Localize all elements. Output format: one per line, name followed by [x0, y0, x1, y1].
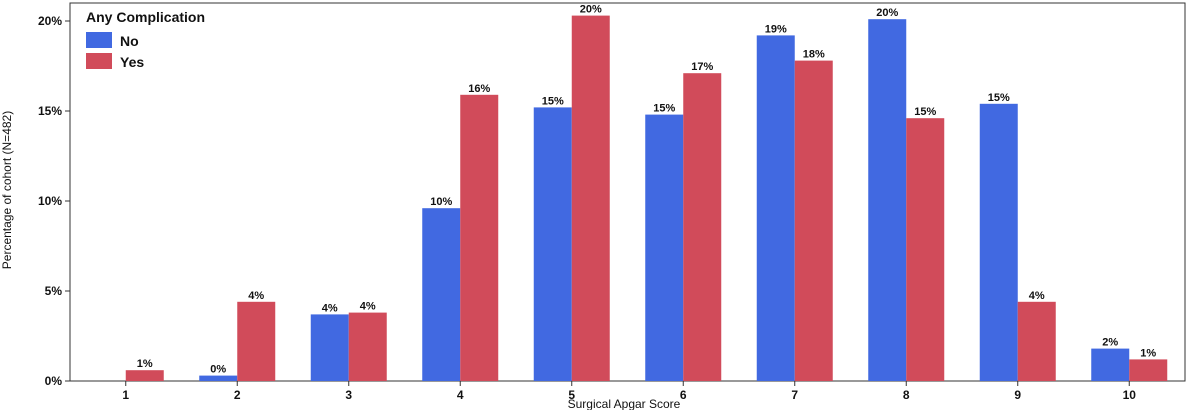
bar-yes-1	[125, 370, 164, 381]
plot-border	[69, 2, 1186, 382]
bar-yes-2	[237, 301, 276, 381]
y-tick-label: 10%	[38, 194, 62, 208]
data-label-no-5: 15%	[542, 95, 564, 107]
legend-label-no: No	[120, 33, 139, 49]
x-tick-label: 4	[457, 388, 464, 402]
y-axis: 0% 5% 10% 15% 20%	[38, 14, 70, 388]
bar-no-8	[868, 19, 907, 381]
data-label-yes-4: 16%	[468, 83, 490, 95]
bar-no-2	[199, 375, 238, 381]
data-label-no-3: 4%	[322, 302, 338, 314]
bar-no-6	[645, 114, 684, 381]
bar-yes-3	[348, 312, 387, 381]
data-label-yes-5: 20%	[580, 4, 602, 16]
bar-yes-5	[571, 15, 610, 381]
bar-yes-7	[794, 60, 833, 381]
data-label-no-8: 20%	[876, 7, 898, 19]
x-axis: 1 2 3 4 5 6 7 8 9 10	[122, 381, 1136, 402]
legend-swatch-yes	[86, 53, 112, 69]
y-tick-label: 20%	[38, 14, 62, 28]
x-tick-label: 10	[1123, 388, 1137, 402]
data-label-yes-10: 1%	[1140, 347, 1156, 359]
bar-no-3	[310, 314, 349, 381]
data-labels: 1% 0% 4% 4% 4% 10% 16% 15% 20% 15% 17% 19% 18% 20% 15%…	[137, 4, 1157, 376]
x-tick-label: 9	[1014, 388, 1021, 402]
data-label-no-7: 19%	[765, 23, 787, 35]
data-label-no-10: 2%	[1102, 337, 1118, 349]
data-label-yes-9: 4%	[1029, 290, 1045, 302]
x-tick-label: 1	[122, 388, 129, 402]
data-label-no-2: 0%	[210, 364, 226, 376]
data-label-yes-6: 17%	[691, 61, 713, 73]
bar-yes-8	[906, 118, 945, 381]
bar-no-7	[756, 35, 795, 382]
data-label-no-4: 10%	[430, 196, 452, 208]
legend: Any Complication No Yes	[86, 9, 205, 70]
x-tick-label: 5	[568, 388, 575, 402]
bar-yes-6	[683, 73, 722, 381]
data-label-yes-2: 4%	[248, 290, 264, 302]
x-tick-label: 8	[903, 388, 910, 402]
bar-no-10	[1091, 348, 1130, 381]
bar-yes-10	[1129, 359, 1168, 381]
y-axis-title: Percentage of cohort (N=482)	[0, 111, 14, 269]
x-tick-label: 2	[234, 388, 241, 402]
bars	[125, 15, 1168, 382]
data-label-no-9: 15%	[988, 92, 1010, 104]
data-label-yes-1: 1%	[137, 358, 153, 370]
legend-swatch-no	[86, 32, 112, 48]
y-tick-label: 15%	[38, 104, 62, 118]
legend-label-yes: Yes	[120, 54, 144, 70]
x-tick-label: 3	[345, 388, 352, 402]
data-label-no-6: 15%	[653, 103, 675, 115]
data-label-yes-8: 15%	[914, 106, 936, 118]
x-axis-title: Surgical Apgar Score	[568, 397, 681, 410]
x-tick-label: 7	[791, 388, 798, 402]
legend-title: Any Complication	[86, 9, 205, 25]
plot-area	[69, 2, 1186, 382]
bar-no-9	[979, 103, 1018, 382]
y-tick-label: 5%	[45, 284, 63, 298]
bar-yes-4	[460, 94, 499, 382]
bar-yes-9	[1017, 301, 1056, 381]
x-tick-label: 6	[680, 388, 687, 402]
data-label-yes-7: 18%	[803, 49, 825, 61]
bar-no-4	[422, 208, 461, 381]
data-label-yes-3: 4%	[360, 301, 376, 313]
bar-no-5	[533, 107, 572, 382]
y-tick-label: 0%	[45, 374, 63, 388]
